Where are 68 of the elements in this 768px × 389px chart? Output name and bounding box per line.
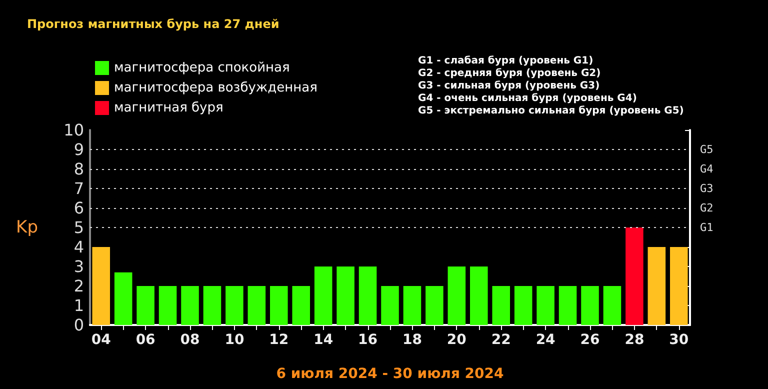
x-tick-label: 24 [536,332,556,348]
x-tick-label: 10 [224,332,244,348]
ref-line-label: G5 [700,143,714,156]
bar [336,266,354,325]
y-tick-label: 10 [64,120,84,140]
legend-label: магнитосфера спокойная [114,60,290,76]
x-tick-label: 30 [669,332,689,348]
bar [403,286,422,325]
bar [381,286,399,325]
x-tick-label: 28 [624,332,644,348]
bar [492,286,510,325]
bar [670,247,688,325]
chart-title: Прогноз магнитных бурь на 27 дней [27,17,280,31]
y-tick-label: 0 [74,316,84,334]
y-tick-label: 1 [74,296,84,315]
bar [203,286,222,325]
y-axis-title: Kp [16,218,38,238]
bar [292,286,310,325]
x-tick-label: 22 [491,332,511,348]
bar [314,266,332,325]
x-tick-label: 16 [358,332,378,348]
bar [626,228,644,325]
x-axis-title: 6 июля 2024 - 30 июля 2024 [276,366,504,382]
bar [426,286,444,325]
bar [248,286,266,325]
bar [226,286,244,325]
x-tick-label: 18 [402,332,422,348]
y-tick-label: 6 [74,198,84,218]
bar [558,286,577,325]
text: G5 - экстремально сильная буря (уровень G5) [418,106,684,116]
bar [92,247,110,325]
x-tick-label: 12 [269,332,289,348]
ref-line-label: G2 [700,202,714,214]
bar [470,266,488,325]
bar [448,266,466,325]
x-tick-label: 08 [180,332,200,348]
bar [136,286,154,325]
y-tick-label: 9 [74,140,84,159]
text: G2 - средняя буря (уровень G2) [418,68,601,79]
text: G3 - сильная буря (уровень G3) [418,80,600,92]
bar [536,286,554,325]
y-tick-label: 8 [74,160,84,178]
ref-line-label: G1 [700,221,714,234]
legend-label: магнитосфера возбужденная [114,80,318,96]
bar [648,247,666,325]
bar [114,272,132,325]
y-tick-label: 5 [74,218,84,237]
bar [358,266,377,325]
y-tick-label: 2 [74,276,84,296]
bar [270,286,288,325]
text: G1 - слабая буря (уровень G1) [418,56,594,66]
legend-label: магнитная буря [114,100,224,116]
ref-line-label: G3 [700,182,714,195]
x-tick-label: 14 [314,332,334,348]
bar [581,286,599,325]
x-tick-label: 06 [136,332,156,348]
x-tick-label: 04 [91,332,112,348]
x-tick-label: 26 [580,332,600,348]
bar [603,286,622,325]
y-tick-label: 3 [74,257,84,276]
ref-line-label: G4 [700,162,714,176]
bar [514,286,532,325]
bar [158,286,177,325]
x-tick-label: 20 [446,332,467,348]
bar [181,286,199,325]
y-tick-label: 4 [74,238,84,256]
text: G4 - очень сильная буря (уровень G4) [418,93,637,104]
y-tick-label: 7 [74,179,84,198]
